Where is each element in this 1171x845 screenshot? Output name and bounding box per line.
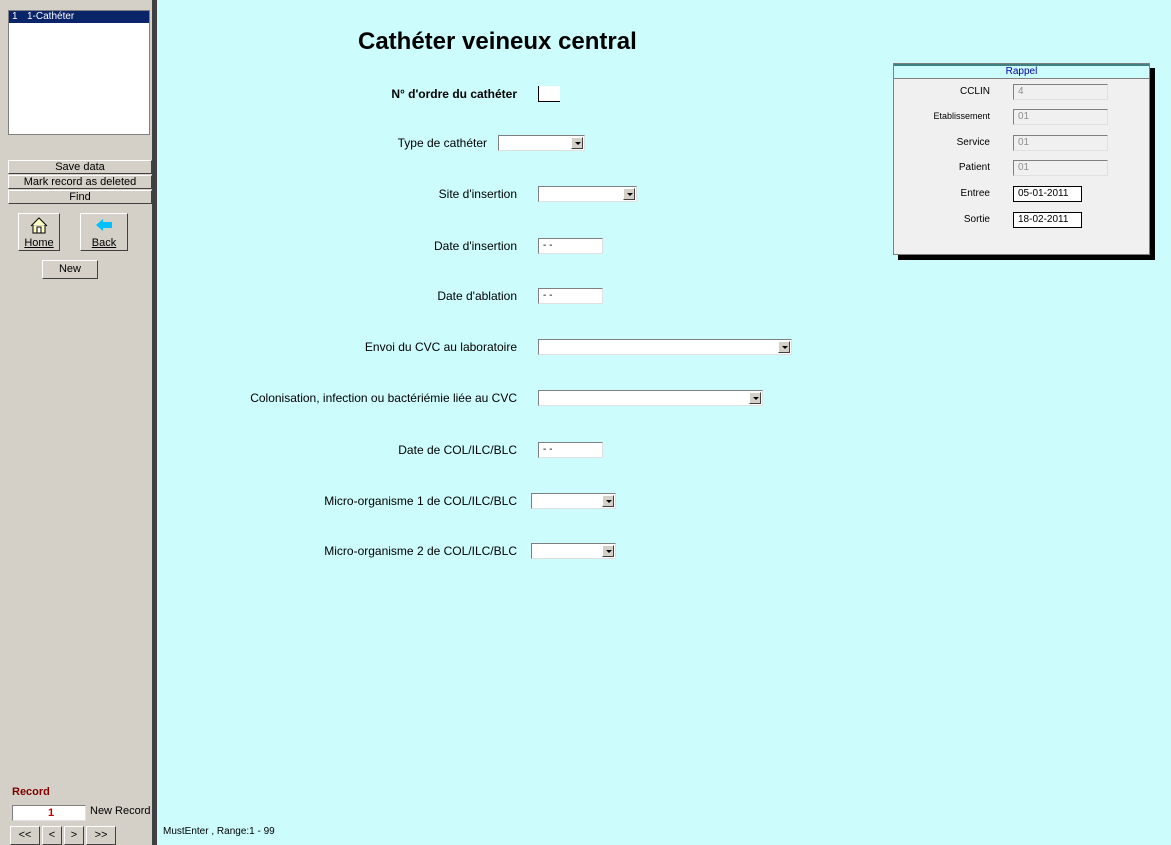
- field-label: Type de cathéter: [397, 136, 487, 150]
- rappel-input[interactable]: 4: [1013, 84, 1108, 100]
- field-label: Date d'ablation: [437, 289, 517, 303]
- field-label: Envoi du CVC au laboratoire: [364, 340, 517, 354]
- sidebar: [0, 0, 152, 845]
- splitter: [152, 0, 157, 845]
- dropdown-arrow[interactable]: [623, 188, 635, 200]
- record-label: Record: [12, 786, 50, 798]
- rappel-label: Entree: [960, 188, 990, 199]
- home-label: Home: [24, 237, 54, 249]
- item-number: 1: [12, 11, 18, 22]
- rappel-label: Service: [956, 137, 990, 148]
- back-button[interactable]: Back: [80, 213, 128, 251]
- dropdown[interactable]: [531, 493, 616, 509]
- prev-button[interactable]: <: [42, 826, 62, 845]
- new-button[interactable]: New: [42, 260, 98, 279]
- record-list[interactable]: 1 1-Cathéter: [8, 10, 150, 135]
- rappel-input[interactable]: 01: [1013, 135, 1108, 151]
- first-button[interactable]: <<: [10, 826, 40, 845]
- status-text: MustEnter , Range:1 - 99: [163, 826, 275, 837]
- field-label: Colonisation, infection ou bactériémie l…: [250, 391, 517, 405]
- date-input[interactable]: - -: [538, 288, 603, 304]
- dropdown[interactable]: [538, 390, 763, 406]
- new-record-label: New Record: [90, 805, 151, 817]
- field-label: N° d'ordre du cathéter: [391, 87, 517, 101]
- home-button[interactable]: Home: [18, 213, 60, 251]
- dropdown-arrow[interactable]: [749, 392, 761, 404]
- dropdown-arrow[interactable]: [778, 341, 790, 353]
- rappel-title: Rappel: [894, 64, 1149, 79]
- order-input[interactable]: [538, 86, 560, 102]
- save-button[interactable]: Save data: [8, 160, 152, 174]
- rappel-input[interactable]: 01: [1013, 160, 1108, 176]
- form-title: Cathéter veineux central: [358, 28, 637, 55]
- home-icon: [30, 217, 48, 234]
- dropdown-arrow[interactable]: [602, 545, 614, 557]
- delete-button[interactable]: Mark record as deleted: [8, 175, 152, 189]
- dropdown-arrow[interactable]: [602, 495, 614, 507]
- rappel-label: Sortie: [963, 214, 990, 225]
- dropdown[interactable]: [531, 543, 616, 559]
- dropdown-arrow[interactable]: [571, 137, 583, 149]
- rappel-input[interactable]: 05-01-2011: [1013, 186, 1082, 202]
- item-label: 1-Cathéter: [27, 11, 75, 22]
- dropdown[interactable]: [538, 339, 792, 355]
- field-label: Site d'insertion: [438, 187, 517, 201]
- field-label: Micro-organisme 1 de COL/ILC/BLC: [324, 494, 517, 508]
- next-button[interactable]: >: [64, 826, 84, 845]
- rappel-input[interactable]: 18-02-2011: [1013, 212, 1082, 228]
- field-label: Date d'insertion: [433, 239, 517, 253]
- rappel-label: Patient: [958, 162, 990, 173]
- back-label: Back: [91, 237, 117, 249]
- record-number[interactable]: 1: [12, 805, 86, 821]
- field-label: Micro-organisme 2 de COL/ILC/BLC: [324, 544, 517, 558]
- dropdown[interactable]: [538, 186, 637, 202]
- date-input[interactable]: - -: [538, 238, 603, 254]
- rappel-label: CCLIN: [959, 86, 990, 97]
- back-icon: [96, 219, 112, 231]
- rappel-input[interactable]: 01: [1013, 109, 1108, 125]
- find-button[interactable]: Find: [8, 190, 152, 204]
- date-input[interactable]: - -: [538, 442, 603, 458]
- dropdown[interactable]: [498, 135, 585, 151]
- last-button[interactable]: >>: [86, 826, 116, 845]
- field-label: Date de COL/ILC/BLC: [398, 443, 517, 457]
- list-item[interactable]: 1 1-Cathéter: [9, 11, 149, 23]
- rappel-label: Etablissement: [933, 111, 990, 121]
